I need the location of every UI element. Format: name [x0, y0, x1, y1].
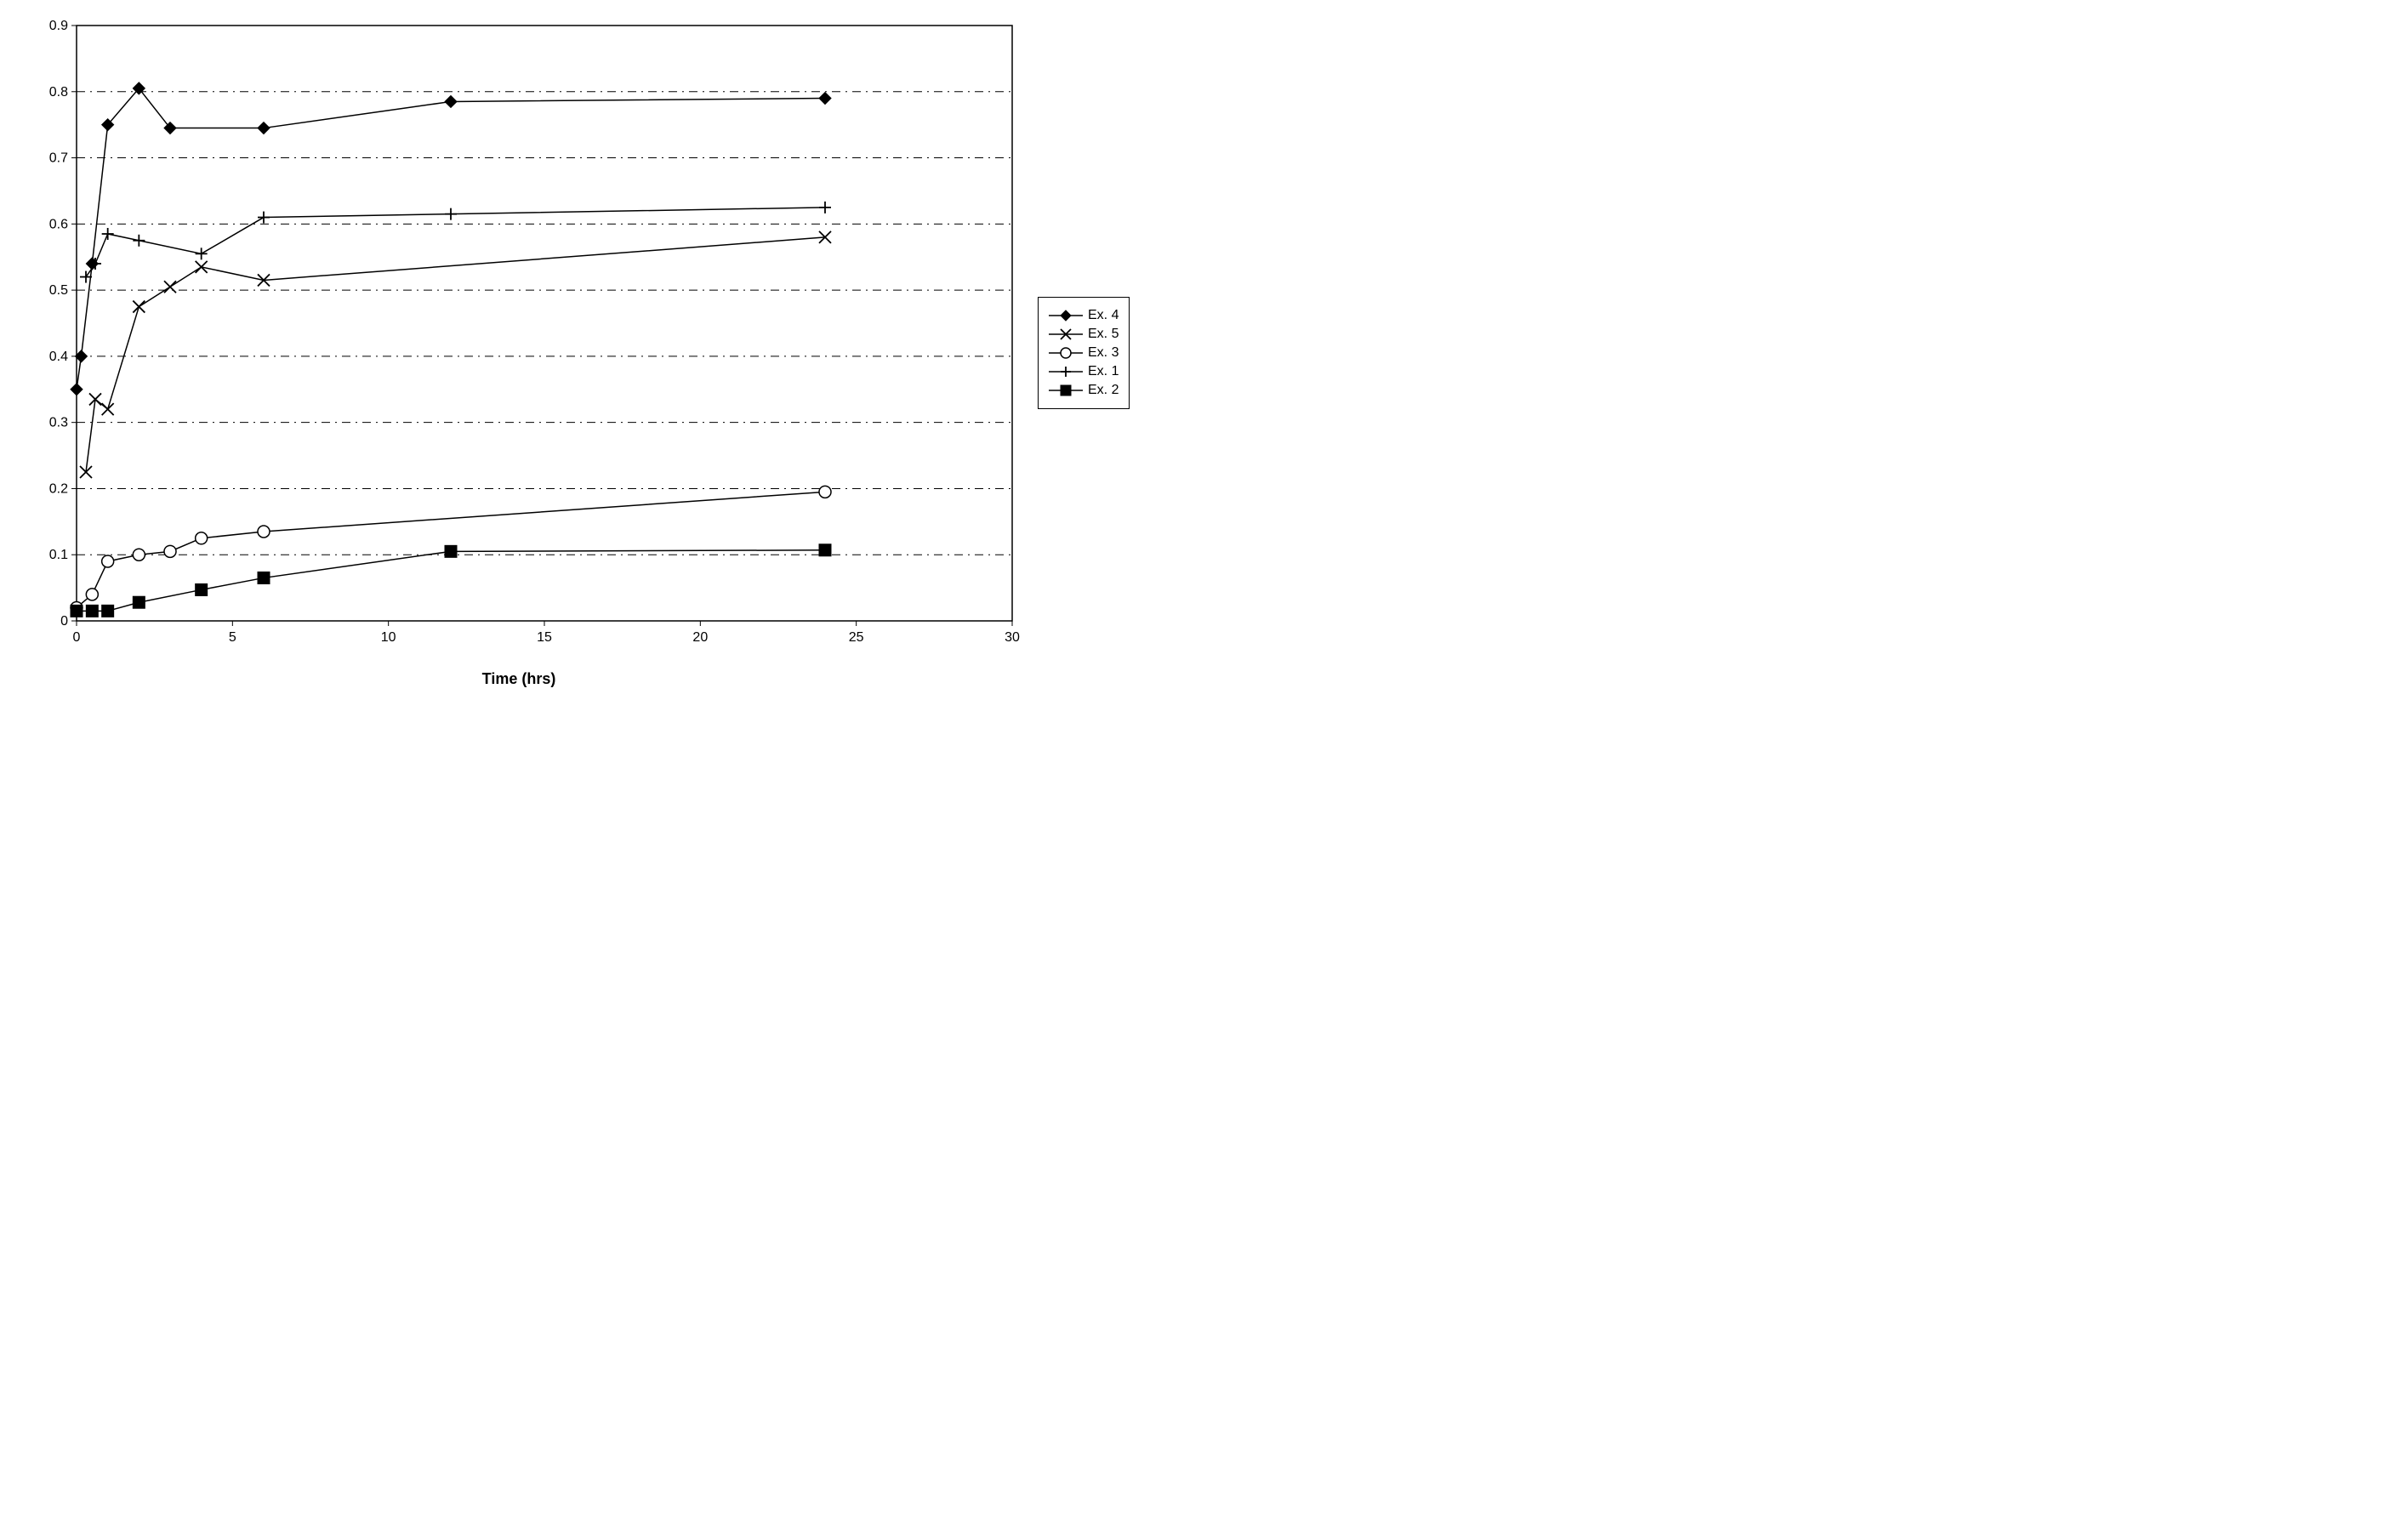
legend-row: Ex. 5: [1049, 327, 1119, 342]
svg-text:10: 10: [381, 630, 396, 645]
legend-marker-icon: [1049, 365, 1083, 378]
legend-marker-icon: [1049, 384, 1083, 397]
legend-row: Ex. 3: [1049, 345, 1119, 361]
svg-text:20: 20: [692, 630, 708, 645]
svg-text:0.6: 0.6: [49, 217, 68, 231]
svg-text:25: 25: [849, 630, 864, 645]
svg-text:0: 0: [73, 630, 81, 645]
legend-row: Ex. 2: [1049, 383, 1119, 398]
svg-text:0.8: 0.8: [49, 85, 68, 100]
chart-svg: 0 0.1 0.2 0.3 0.4 0.5 0.6 0.7 0.8 0.9 0 5 10 15 20 25 30: [17, 17, 1021, 659]
svg-text:0.3: 0.3: [49, 416, 68, 430]
legend-marker-icon: [1049, 346, 1083, 360]
x-axis-label: Time (hrs): [17, 670, 1021, 688]
legend-row: Ex. 4: [1049, 308, 1119, 323]
svg-text:0: 0: [60, 614, 68, 629]
svg-text:0.4: 0.4: [49, 350, 68, 364]
legend-marker-icon: [1049, 327, 1083, 341]
chart-container: Weight Gain (%) 00.10.20.30.40.50.60.70.…: [17, 17, 2391, 688]
legend-marker-icon: [1049, 309, 1083, 322]
legend-label: Ex. 2: [1088, 383, 1119, 398]
svg-text:0.7: 0.7: [49, 151, 68, 166]
legend-label: Ex. 3: [1088, 345, 1119, 361]
svg-text:0.1: 0.1: [49, 548, 68, 562]
svg-text:15: 15: [537, 630, 552, 645]
chart-plot-wrap: Weight Gain (%) 00.10.20.30.40.50.60.70.…: [17, 17, 1021, 688]
legend-label: Ex. 4: [1088, 308, 1119, 323]
svg-text:30: 30: [1005, 630, 1020, 645]
legend-row: Ex. 1: [1049, 364, 1119, 379]
legend: Ex. 4 Ex. 5 Ex. 3 Ex. 1 Ex. 2: [1038, 297, 1130, 409]
svg-text:0.5: 0.5: [49, 283, 68, 298]
legend-label: Ex. 1: [1088, 364, 1119, 379]
svg-text:0.9: 0.9: [49, 19, 68, 33]
svg-text:5: 5: [229, 630, 236, 645]
legend-label: Ex. 5: [1088, 327, 1119, 342]
svg-text:0.2: 0.2: [49, 481, 68, 496]
